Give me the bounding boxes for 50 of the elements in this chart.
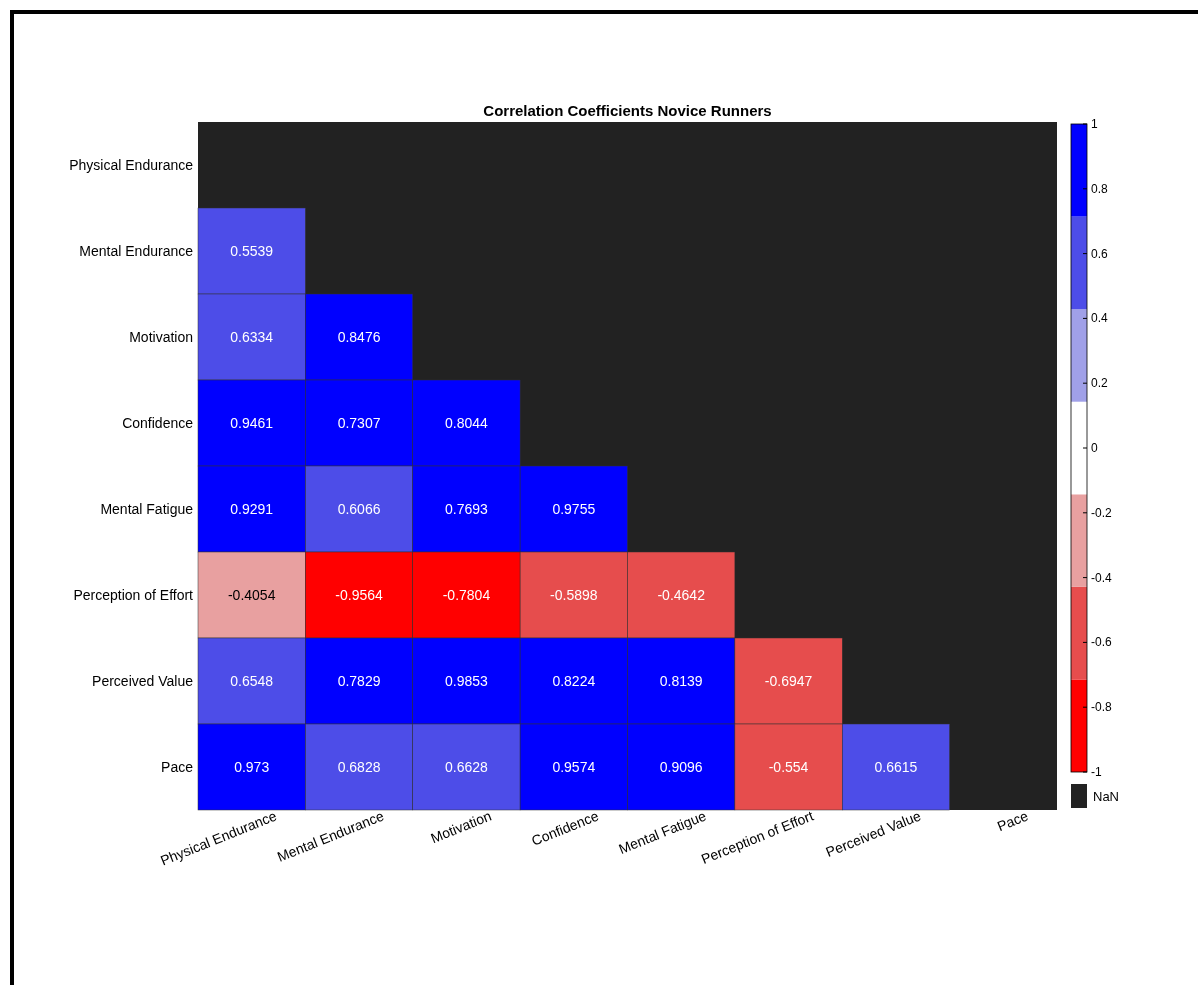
data-label: 0.6615	[874, 759, 918, 775]
color-bar-label: 0.8	[1091, 181, 1109, 196]
data-label: 0.8224	[552, 673, 596, 689]
data-label: 0.973	[234, 759, 270, 775]
y-tick-label: Perception of Effort	[73, 587, 194, 603]
y-tick-label: Mental Fatigue	[100, 501, 194, 517]
color-bar-label: 1	[1091, 117, 1098, 131]
x-tick-label: Pace	[994, 807, 1031, 835]
data-label: 0.9096	[659, 759, 703, 775]
data-label: 0.6548	[230, 673, 274, 689]
color-bar-label: -1	[1091, 765, 1102, 779]
color-bar-label: -0.2	[1091, 505, 1112, 520]
color-bar-label: 0.6	[1091, 246, 1109, 261]
data-label: -0.5898	[550, 587, 598, 603]
data-label: 0.6066	[337, 501, 381, 517]
color-bar-label: -0.8	[1091, 700, 1112, 715]
data-label: 0.9755	[552, 501, 596, 517]
data-label: -0.4054	[227, 587, 276, 603]
data-label: 0.8476	[337, 329, 381, 345]
chart-title: Correlation Coefficients Novice Runners	[483, 102, 772, 119]
data-label: -0.6947	[764, 673, 813, 689]
y-tick-label: Pace	[161, 759, 194, 775]
data-label: -0.9564	[335, 587, 384, 603]
color-bar-label: -0.4	[1091, 570, 1112, 585]
color-bar-label: -0.6	[1091, 635, 1112, 650]
data-label: 0.8044	[445, 415, 489, 431]
y-tick-label: Mental Endurance	[79, 243, 194, 259]
data-label: 0.7307	[337, 415, 381, 431]
y-tick-label: Perceived Value	[92, 673, 194, 689]
data-label: -0.7804	[442, 587, 491, 603]
data-label: 0.9291	[230, 501, 274, 517]
data-label: -0.554	[768, 759, 809, 775]
data-label: 0.9461	[230, 415, 274, 431]
text: NaN	[1093, 789, 1120, 804]
color-bar-label: 0	[1091, 441, 1098, 455]
data-label: 0.6828	[337, 759, 381, 775]
y-tick-label: Physical Endurance	[69, 157, 194, 173]
data-label: 0.7829	[337, 673, 381, 689]
data-label: 0.8139	[659, 673, 703, 689]
color-bar-label: 0.4	[1091, 311, 1109, 326]
data-label: 0.6628	[445, 759, 489, 775]
y-tick-label: Motivation	[129, 329, 193, 345]
data-label: 0.9574	[552, 759, 596, 775]
data-label: 0.5539	[230, 243, 274, 259]
data-label: -0.4642	[657, 587, 706, 603]
data-label: 0.9853	[445, 673, 489, 689]
y-tick-label: Confidence	[122, 415, 194, 431]
data-label: 0.7693	[445, 501, 489, 517]
color-bar-label: 0.2	[1091, 376, 1109, 391]
data-label: 0.6334	[230, 329, 274, 345]
